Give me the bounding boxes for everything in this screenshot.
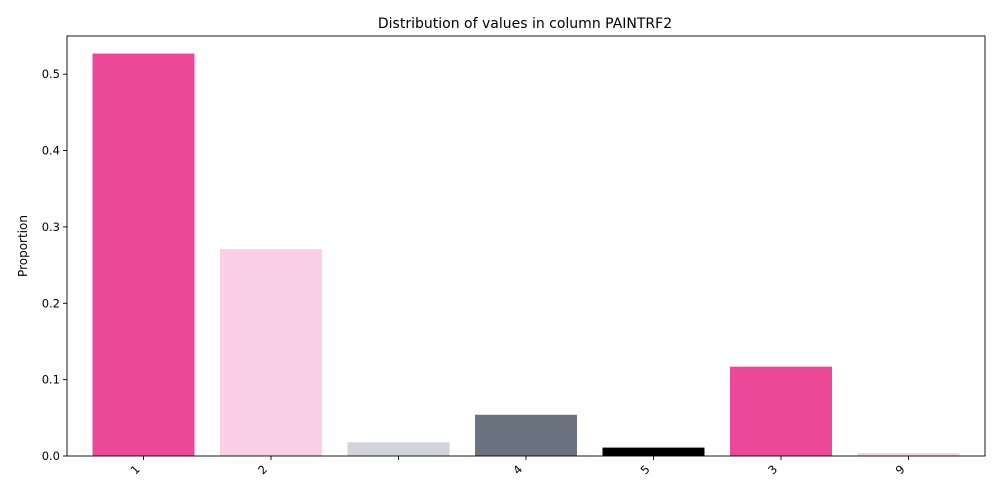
bar [730,366,832,456]
y-tick-label: 0.1 [42,373,60,387]
chart-title: Distribution of values in column PAINTRF… [378,16,672,32]
y-tick-label: 0.2 [42,296,60,310]
bar [475,414,577,456]
y-axis: 0.0 0.1 0.2 0.3 0.4 0.5 [42,67,67,463]
bars-group [92,53,960,457]
bar [857,452,960,456]
bar [347,442,450,456]
y-tick-label: 0.4 [42,144,60,158]
bar [92,53,195,457]
axes-frame [66,35,986,457]
bar [220,249,322,456]
bar [602,447,705,456]
y-tick-label: 0.0 [42,449,60,463]
y-tick-label: 0.5 [42,67,60,81]
y-axis-label: Proportion [16,215,30,277]
y-tick-label: 0.3 [42,220,60,234]
